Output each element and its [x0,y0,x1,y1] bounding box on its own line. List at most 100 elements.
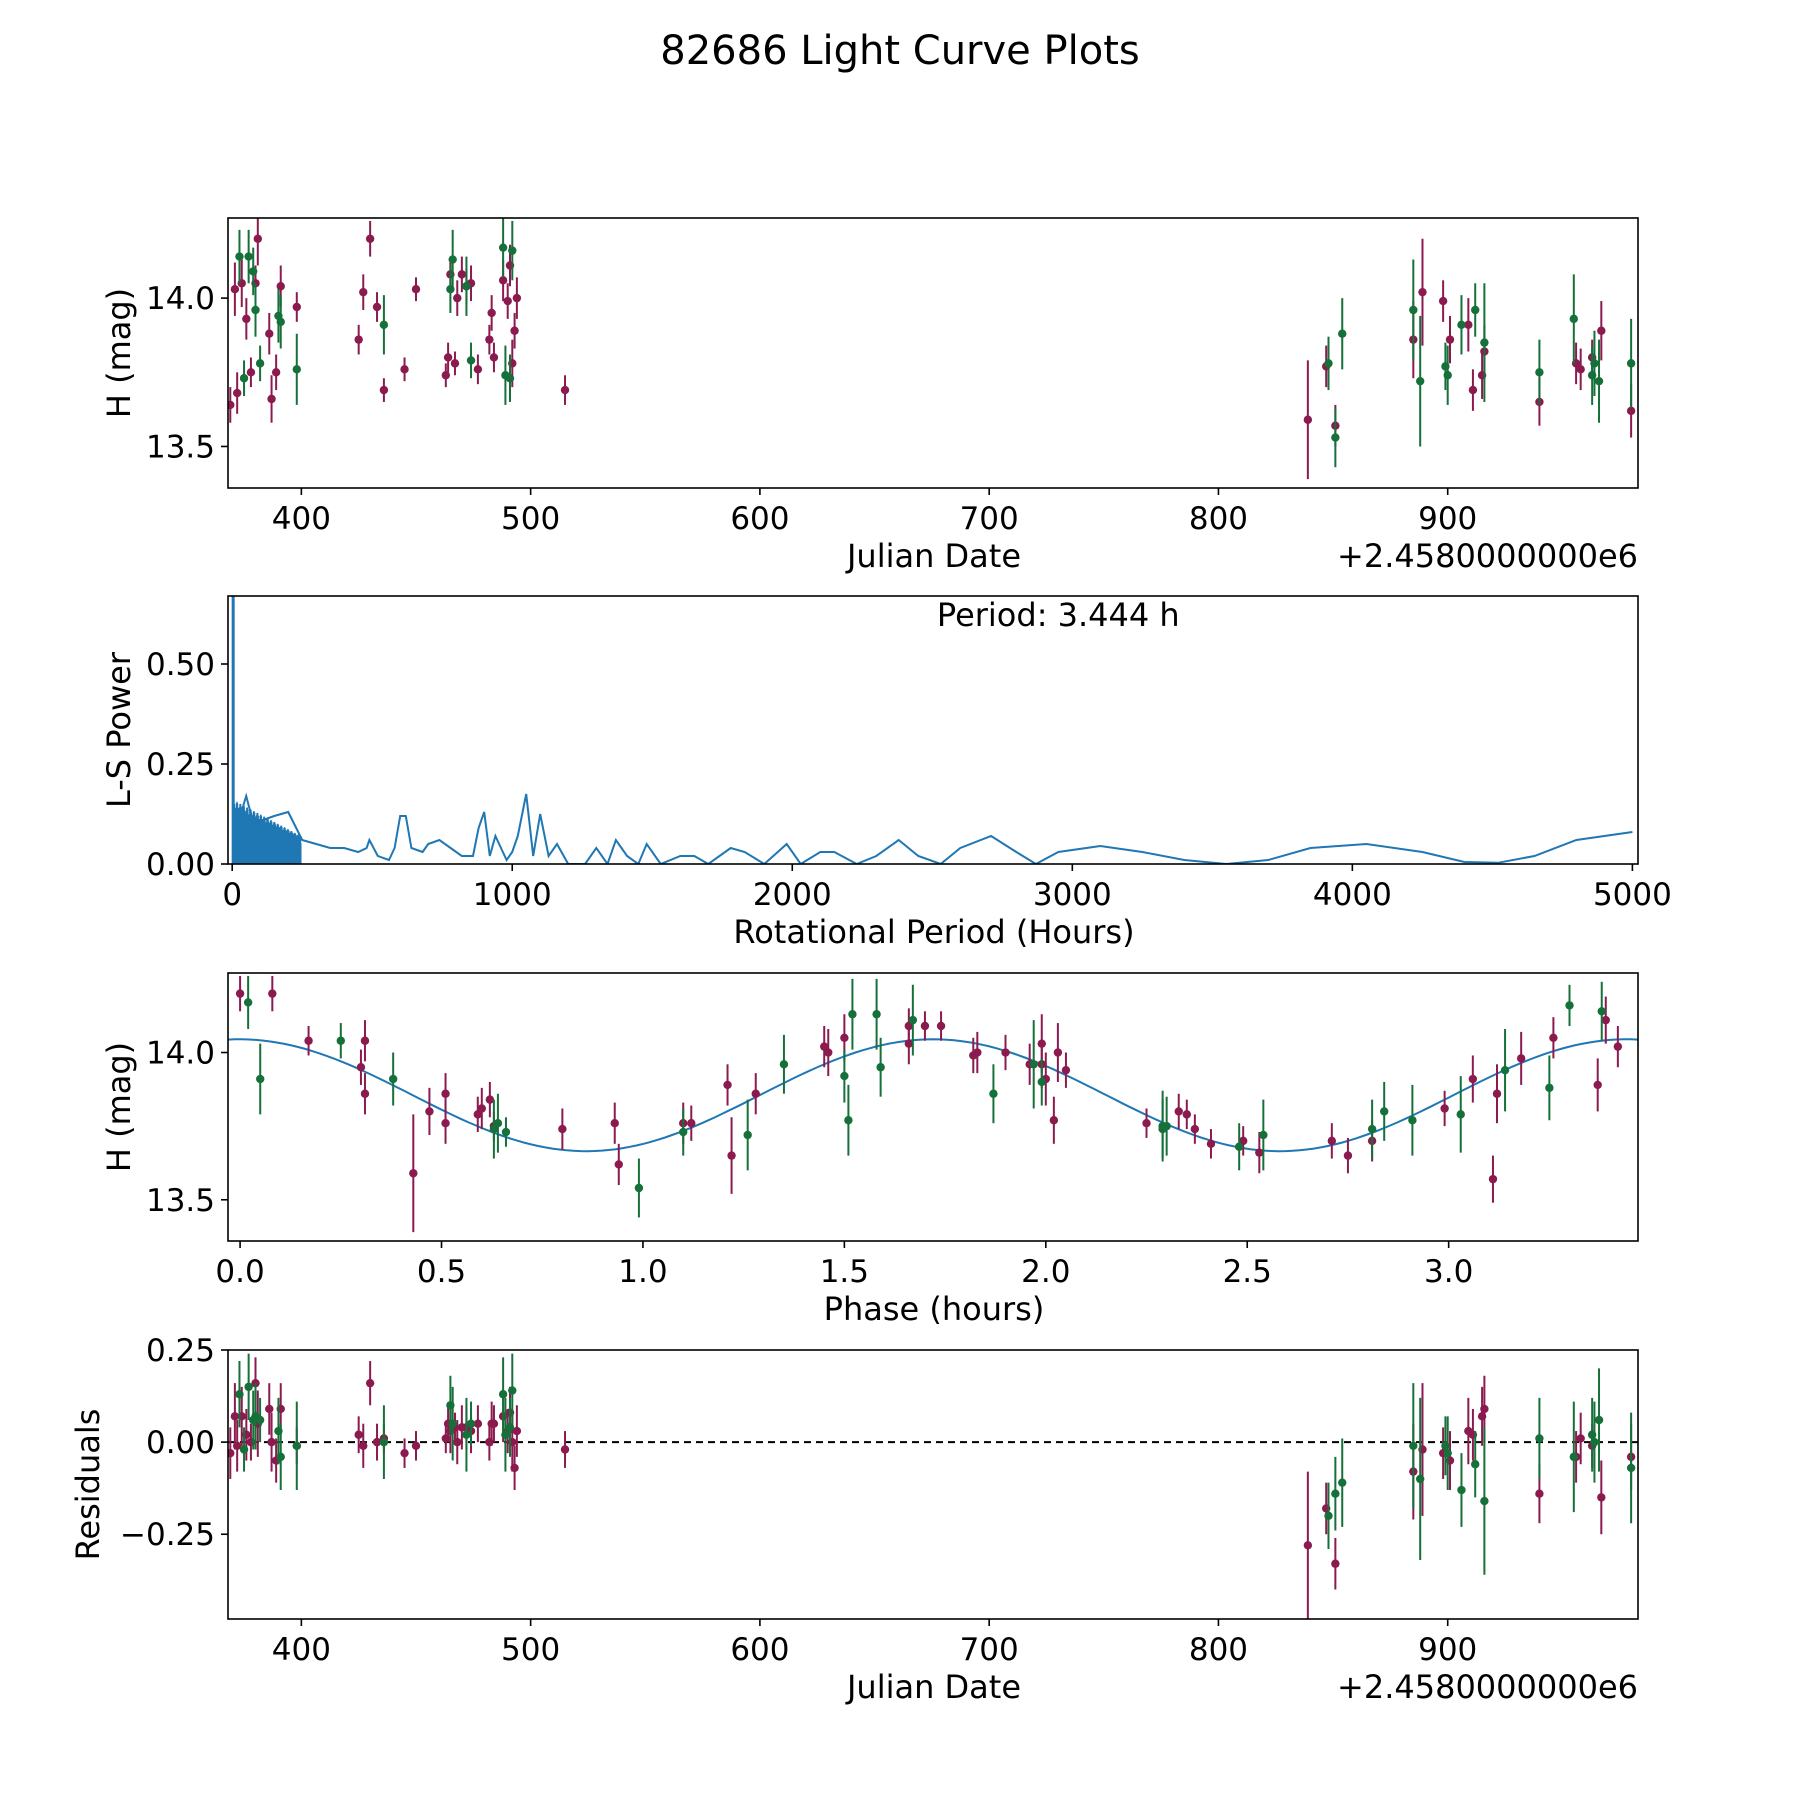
phased-band-2-point [840,1071,849,1081]
phased-band-1-point [1239,1136,1248,1146]
phased-band-1-point [723,1080,732,1090]
lightcurve-band-1-point [1576,365,1585,374]
periodogram-ytick-label: 0.25 [146,747,215,783]
phased-band-1-point [1255,1148,1264,1157]
lightcurve-band-2-point [1569,314,1579,324]
residuals-band-1-point [365,1378,375,1388]
phased-fit-line [228,1038,1638,1153]
residuals-band-1-point [1597,1493,1606,1502]
phased-band-2-point [1456,1110,1465,1119]
phased-band-2-point [489,1124,499,1134]
phased-band-2-point [1500,1065,1510,1075]
phased-band-1-point [1142,1118,1151,1128]
periodogram-xtick-label: 0 [222,877,242,913]
phased-band-1-point [687,1118,696,1128]
phased-band-2-point [743,1130,752,1140]
lightcurve-band-2-point [498,243,508,252]
residuals-band-1-point [400,1448,409,1458]
phased-band-1-point [820,1042,829,1051]
lightcurve-xtick-label: 400 [272,501,331,537]
phased-band-2-point [634,1183,644,1193]
residuals-band-2-point [466,1419,476,1428]
phased-band-2-point [876,1063,885,1072]
phased-xtick-label: 0.5 [417,1254,466,1290]
phased-band-1-point [610,1118,619,1128]
phased-band-1-point [1613,1042,1623,1051]
lightcurve-band-1-point [443,353,453,362]
phased-ytick-label: 13.5 [146,1183,215,1219]
lightcurve-band-1-point [372,302,382,312]
lightcurve-band-2-point [1471,305,1480,315]
lightcurve-frame [227,217,1639,489]
phased-band-2-point [493,1118,503,1128]
phased-band-1-point [1468,1074,1478,1084]
lightcurve-band-1-point [267,394,276,404]
phased-band-1-point [1049,1116,1059,1125]
lightcurve-xtick-label: 900 [1418,501,1477,537]
phased-band-2-point [844,1116,853,1125]
residuals-band-1-point [473,1419,483,1428]
phased-band-1-point [614,1160,623,1169]
lightcurve-band-1-point [276,282,285,291]
residuals-ylabel: Residuals [69,1409,107,1561]
lightcurve-band-1-point [1418,287,1427,297]
phased-band-2-point [1037,1077,1046,1087]
periodogram-ytick-label: 0.00 [146,847,215,883]
phased-band-2-point [1408,1116,1417,1125]
phased-xtick-label: 1.0 [618,1254,667,1290]
lightcurve-band-1-point [271,368,281,377]
lightcurve-panel: 400 500 600 700 800 900 13.5 14.0 Julian Date H (… [100,217,1639,575]
periodogram-xtick-label: 3000 [1033,877,1112,913]
residuals-band-1-point [1303,1541,1313,1550]
phased-band-1-point [235,989,245,998]
lightcurve-band-1-point [510,326,519,335]
periodogram-period-annotation: Period: 3.444 h [937,596,1180,634]
residuals-band-1-point [359,1441,368,1451]
lightcurve-ylabel: H (mag) [100,288,138,418]
phased-band-1-point [1061,1065,1071,1075]
lightcurve-band-2-point [1324,359,1333,368]
lightcurve-band-1-point [487,308,496,318]
residuals-band-2-point [448,1419,457,1428]
lightcurve-band-2-point [1409,305,1418,315]
residuals-band-2-point [1443,1448,1452,1458]
residuals-band-1-point [489,1419,499,1428]
figure-title: 82686 Light Curve Plots [660,28,1140,74]
phased-band-1-point [1053,1048,1063,1057]
lightcurve-band-1-point [253,234,263,243]
residuals-band-2-point [1626,1463,1636,1473]
phased-band-1-point [1001,1048,1010,1057]
residuals-xtick-label: 900 [1418,1632,1477,1668]
residuals-band-2-point [1569,1452,1579,1462]
periodogram-xtick-label: 4000 [1313,877,1392,913]
periodogram-ytick-label: 0.50 [146,647,215,683]
residuals-band-2-point [1324,1511,1333,1521]
lightcurve-band-1-point [450,359,460,368]
residuals-band-2-point [498,1390,508,1399]
phased-band-1-point [973,1048,982,1057]
phased-band-1-point [920,1021,930,1031]
lightcurve-band-1-point [485,335,494,344]
lightcurve-band-2-point [251,305,260,315]
phased-band-1-point [409,1169,418,1178]
phased-band-1-point [473,1110,482,1119]
residuals-band-2-point [1590,1437,1599,1447]
residuals-band-1-point [1480,1404,1489,1414]
residuals-band-2-point [379,1437,389,1447]
phased-band-1-point [1488,1174,1498,1184]
phased-ylabel: H (mag) [100,1042,138,1172]
residuals-xtick-label: 400 [272,1632,331,1668]
lightcurve-band-2-point [276,317,285,327]
residuals-band-1-point [232,1441,242,1451]
residuals-ytick-label: −0.25 [120,1517,215,1553]
residuals-band-1-point [1535,1489,1544,1498]
phased-band-1-point [360,1036,370,1045]
lightcurve-band-2-point [466,356,476,365]
lightcurve-band-1-point [498,276,508,285]
residuals-xtick-label: 700 [960,1632,1019,1668]
lightcurve-band-1-point [1445,335,1455,344]
phased-band-1-point [1343,1151,1353,1160]
residuals-band-2-point [1594,1415,1604,1425]
lightcurve-band-1-point [379,385,389,395]
periodogram-plot-area [231,596,1633,864]
